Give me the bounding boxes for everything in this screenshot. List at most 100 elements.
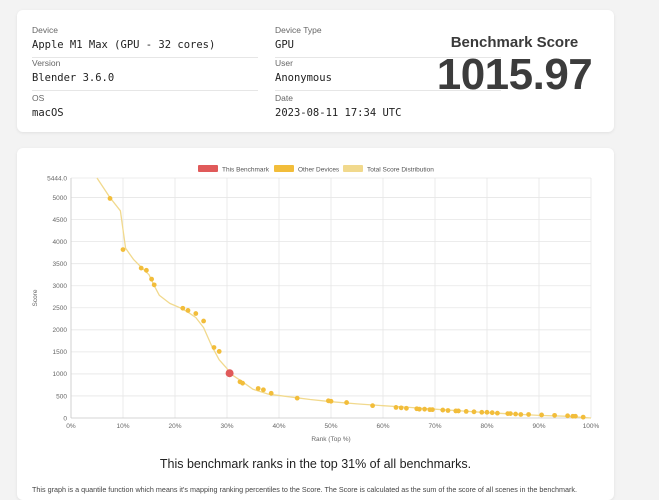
other-device-point [240, 380, 246, 386]
other-device-point [344, 400, 349, 405]
os-label: OS [32, 93, 45, 103]
device-type-value: GPU [275, 39, 294, 51]
device-type-field: Device Type GPU [275, 25, 501, 58]
y-tick-label: 2000 [53, 327, 68, 334]
other-device-point [149, 276, 155, 282]
x-axis-title: Rank (Top %) [311, 436, 350, 443]
version-label: Version [32, 58, 61, 68]
other-device-point [552, 412, 557, 418]
x-tick-label: 30% [220, 423, 233, 430]
date-label: Date [275, 93, 293, 103]
other-device-point [518, 412, 524, 417]
other-device-point [495, 410, 500, 416]
version-field: Version Blender 3.6.0 [32, 58, 258, 91]
benchmark-score-label: Benchmark Score [450, 34, 579, 51]
y-tick-label: 4000 [53, 239, 68, 246]
x-tick-label: 100% [583, 423, 600, 430]
other-device-point [565, 413, 570, 419]
divider [32, 57, 258, 58]
other-device-point [430, 407, 435, 413]
y-tick-label: 2500 [53, 305, 68, 312]
quantile-chart: 0 500 1000 1500 2000 2500 3000 3500 4000 4500 5000… [32, 165, 600, 443]
x-tick-label: 60% [376, 423, 389, 430]
other-device-point [120, 247, 126, 252]
x-tick-label: 50% [324, 423, 337, 430]
y-tick-label: 5444.0 [47, 175, 67, 182]
y-tick-label: 500 [56, 393, 67, 400]
legend-swatch [274, 165, 294, 172]
other-device-point [268, 390, 274, 396]
y-tick-label: 0 [63, 415, 67, 422]
os-field: OS macOS [32, 93, 258, 120]
other-device-point [489, 410, 495, 416]
other-device-point [294, 395, 300, 401]
legend-label: Other Devices [298, 167, 340, 174]
y-tick-label: 5000 [53, 195, 68, 202]
version-value: Blender 3.6.0 [32, 72, 115, 84]
divider [275, 90, 501, 91]
other-device-point [180, 305, 186, 311]
x-tick-label: 20% [168, 423, 181, 430]
other-device-point [580, 414, 586, 420]
legend-swatch [343, 165, 363, 172]
other-device-point [144, 267, 149, 273]
other-device-point [471, 409, 477, 415]
other-device-point [484, 409, 490, 415]
benchmark-info-card: Device Apple M1 Max (GPU - 32 cores) Ver… [17, 10, 614, 132]
other-device-point [211, 345, 217, 350]
other-device-point [422, 406, 427, 412]
other-device-point [261, 387, 266, 393]
x-tick-label: 70% [428, 423, 441, 430]
score-distribution-line [96, 177, 592, 419]
other-device-point [107, 196, 113, 201]
other-device-point [463, 408, 469, 414]
other-device-point [216, 349, 222, 354]
other-device-point [526, 412, 531, 417]
other-device-point [513, 411, 518, 417]
user-value: Anonymous [275, 72, 332, 84]
y-tick-label: 3000 [53, 283, 68, 290]
y-axis-title: Score [32, 289, 39, 306]
legend-swatch [198, 165, 218, 172]
x-tick-label: 0% [66, 423, 76, 430]
device-type-label: Device Type [275, 25, 322, 35]
chart-explanation: This graph is a quantile function which … [32, 485, 577, 494]
x-tick-label: 90% [532, 423, 545, 430]
other-device-point [417, 406, 422, 412]
rank-summary: This benchmark ranks in the top 31% of a… [159, 457, 472, 471]
device-field: Device Apple M1 Max (GPU - 32 cores) [32, 25, 258, 58]
x-tick-label: 10% [116, 423, 129, 430]
legend-label: This Benchmark [222, 167, 270, 174]
benchmark-score-value: 1015.97 [436, 50, 593, 99]
other-device-point [393, 405, 399, 410]
user-field: User Anonymous [275, 58, 501, 91]
y-tick-label: 1000 [53, 371, 68, 378]
other-device-point [456, 408, 461, 414]
other-device-point [398, 405, 404, 411]
other-device-point [539, 412, 544, 418]
other-device-point [445, 408, 451, 413]
score-chart-card: 0 500 1000 1500 2000 2500 3000 3500 4000 4500 5000… [17, 148, 614, 500]
other-device-point [479, 409, 485, 415]
legend-label: Total Score Distribution [367, 167, 434, 174]
other-device-point [508, 411, 513, 416]
y-tick-label: 1500 [53, 349, 68, 356]
device-label: Device [32, 25, 58, 35]
date-value: 2023-08-11 17:34 UTC [275, 107, 402, 119]
device-value: Apple M1 Max (GPU - 32 cores) [32, 39, 216, 51]
other-device-point [370, 403, 375, 409]
divider [275, 57, 501, 58]
other-device-point [255, 386, 261, 391]
other-device-point [201, 318, 207, 324]
x-tick-label: 80% [480, 423, 493, 430]
this-benchmark-point [225, 369, 234, 378]
other-device-point [151, 282, 157, 288]
other-device-point [404, 405, 409, 411]
other-device-point [193, 311, 199, 316]
other-device-point [328, 398, 334, 404]
y-tick-label: 3500 [53, 261, 68, 268]
x-tick-label: 40% [272, 423, 285, 430]
os-value: macOS [32, 107, 64, 119]
y-tick-label: 4500 [53, 217, 68, 224]
other-device-point [138, 265, 144, 271]
